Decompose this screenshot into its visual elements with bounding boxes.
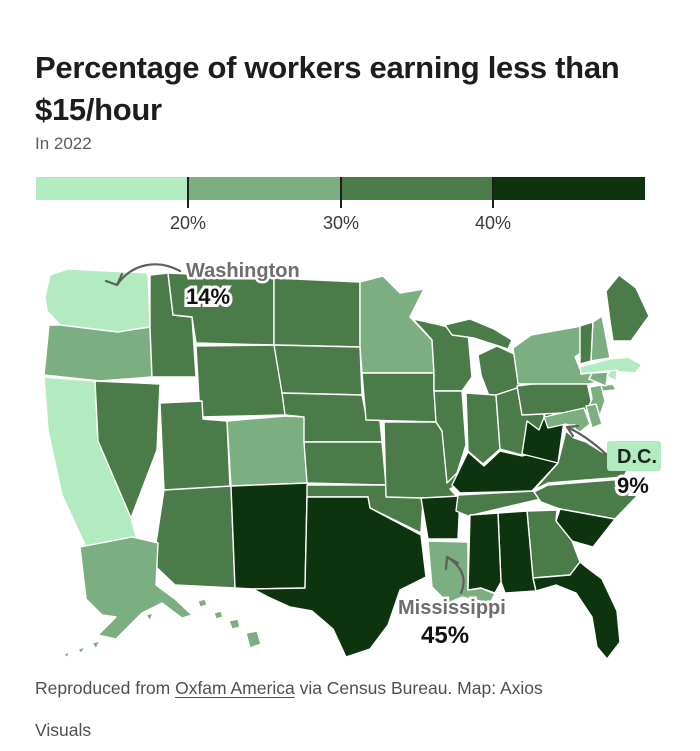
- dc-annotation-label: D.C.: [617, 446, 657, 468]
- state-florida: [532, 561, 621, 660]
- legend: 20% 30% 40%: [36, 177, 645, 235]
- state-connecticut: [588, 371, 609, 387]
- state-south-dakota: [273, 344, 363, 396]
- legend-color-bar: [36, 177, 645, 200]
- state-massachusetts: [579, 356, 643, 375]
- chart-subtitle: In 2022: [35, 134, 92, 153]
- mississippi-annotation-label: Mississippi: [398, 597, 506, 619]
- state-new-hampshire: [590, 315, 611, 362]
- legend-bin-30-40: [340, 177, 493, 200]
- state-colorado: [226, 415, 309, 487]
- state-rhode-island: [606, 369, 618, 382]
- state-indiana: [465, 392, 501, 465]
- state-texas: [252, 496, 427, 658]
- state-maine: [605, 274, 650, 342]
- annotations-layer: Washington 14% D.C. 9% Mississippi 45%: [104, 258, 661, 652]
- dc-annotation-value: 9%: [617, 473, 649, 498]
- washington-annotation-label: Washington: [186, 260, 300, 282]
- legend-tick-20: [187, 177, 189, 208]
- state-washington: [44, 268, 151, 333]
- state-arizona: [151, 485, 236, 589]
- legend-tick-label-20: 20%: [169, 213, 207, 233]
- legend-tick-40: [492, 177, 494, 208]
- washington-arrow: [104, 263, 182, 287]
- legend-bin-over-40: [492, 177, 645, 200]
- source-line: Reproduced from Oxfam America via Census…: [35, 678, 665, 741]
- state-wyoming: [195, 344, 286, 418]
- source-text-before: Reproduced from: [35, 678, 176, 698]
- state-oregon: [43, 324, 153, 382]
- source-link-oxfam-america[interactable]: Oxfam America: [175, 678, 295, 698]
- state-iowa: [361, 372, 443, 423]
- legend-bin-under-20: [36, 177, 189, 200]
- state-new-mexico: [230, 482, 309, 590]
- chart-title: Percentage of workers earning less than …: [35, 49, 620, 127]
- state-nevada: [94, 380, 161, 519]
- dc-arrow: [565, 424, 609, 457]
- dc-chip-bg: [607, 441, 661, 471]
- state-arkansas: [420, 495, 461, 540]
- mississippi-annotation-value: 45%: [421, 622, 469, 649]
- washington-annotation-value: 14%: [186, 284, 230, 309]
- legend-bin-20-30: [188, 177, 341, 200]
- state-mississippi: [467, 512, 502, 594]
- state-north-dakota: [273, 277, 361, 348]
- legend-tick-label-30: 30%: [322, 213, 360, 233]
- mississippi-arrow: [444, 555, 465, 595]
- state-alaska: [63, 536, 193, 659]
- states-layer: [43, 268, 650, 660]
- legend-tick-label-40: 40%: [474, 213, 512, 233]
- state-hawaii: [197, 598, 262, 649]
- state-delaware: [585, 403, 603, 429]
- source-text-after: via Census Bureau. Map: Axios: [294, 678, 543, 698]
- state-illinois: [433, 390, 467, 484]
- state-kansas: [303, 441, 387, 486]
- legend-tick-30: [340, 177, 342, 208]
- us-choropleth-map: Washington 14% D.C. 9% Mississippi 45%: [43, 258, 661, 660]
- source-line-2: Visuals: [35, 720, 92, 740]
